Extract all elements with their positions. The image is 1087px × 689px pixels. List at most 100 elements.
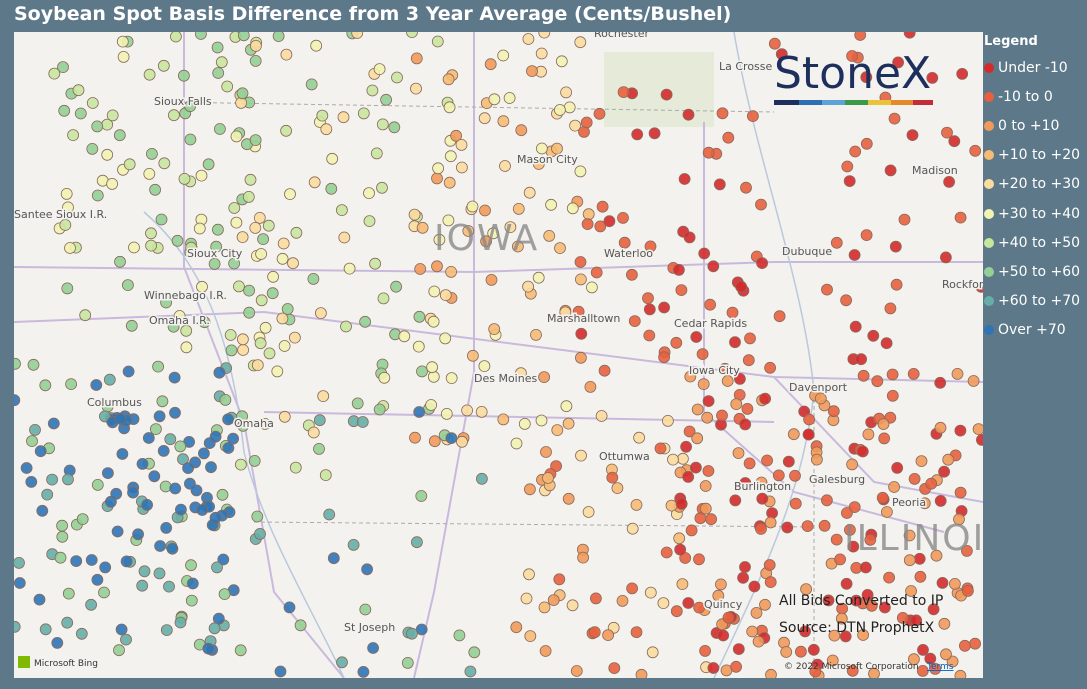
terms-link[interactable]: Terms [926,662,954,672]
elevator-dot [359,603,372,616]
elevator-dot [478,112,491,125]
elevator-dot [145,239,158,252]
elevator-dot [907,367,920,380]
elevator-dot [439,332,452,345]
map: Rochester La Crosse Sioux Falls Mason City W… [14,32,983,678]
elevator-dot [828,629,841,642]
elevator-dot [559,306,572,319]
place-label: Burlington [734,480,791,493]
elevator-dot [954,669,967,678]
elevator-dot [633,431,645,444]
elevator-dot [120,555,133,568]
elevator-dot [729,494,742,507]
elevator-dot [153,567,166,580]
elevator-dot [106,109,119,122]
elevator-dot [860,229,873,242]
elevator-dot [626,522,639,535]
elevator-dot [884,164,897,177]
elevator-dot [480,235,493,248]
elevator-dot [210,240,223,253]
elevator-dot [99,561,112,574]
elevator-dot [532,271,545,284]
elevator-dot [682,470,695,483]
elevator-dot [445,372,458,385]
elevator-dot [267,270,280,283]
elevator-dot [699,480,712,492]
elevator-dot [445,265,458,278]
logo: StoneX [774,48,933,105]
elevator-dot [551,424,564,437]
elevator-dot [518,417,531,430]
legend-item: +40 to +50 [984,228,1087,257]
elevator-dot [58,104,71,117]
elevator-dot [380,93,393,106]
elevator-dot [673,263,685,276]
elevator-dot [682,597,695,609]
elevator-dot [373,63,386,75]
elevator-dot [660,88,673,101]
elevator-dot [116,448,129,460]
elevator-dot [114,412,127,425]
elevator-dot [972,423,983,435]
elevator-dot [427,315,440,328]
elevator-dot [85,598,97,611]
elevator-dot [722,131,735,144]
elevator-dot [846,50,858,62]
elevator-dot [209,511,222,524]
elevator-dot [726,306,739,319]
elevator-dot [789,497,802,510]
elevator-dot [631,128,644,141]
elevator-dot [36,504,49,517]
elevator-dot [584,380,597,393]
elevator-dot [550,460,562,473]
elevator-dot [590,266,603,279]
elevator-dot [320,123,333,136]
elevator-dot [536,142,548,155]
elevator-dot [694,512,707,525]
elevator-dot [562,417,575,430]
elevator-dot [115,623,128,636]
elevator-dot [415,623,428,636]
elevator-dot [488,93,501,106]
elevator-dot [91,573,104,586]
elevator-dot [959,639,971,652]
elevator-dot [225,344,238,357]
elevator-dot [117,50,130,63]
elevator-dot [503,92,516,104]
elevator-dot [764,576,777,588]
elevator-dot [276,252,289,265]
elevator-dot [227,432,240,445]
elevator-dot [802,428,815,441]
elevator-dot [603,215,616,228]
elevator-dot [86,143,99,155]
elevator-dot [127,486,139,499]
elevator-dot [740,181,752,194]
elevator-dot [149,183,162,196]
elevator-dot [594,220,607,233]
elevator-dot [243,284,256,297]
elevator-dot [684,370,697,383]
elevator-dot [453,629,466,642]
elevator-dot [721,375,734,387]
elevator-dot [826,654,839,667]
elevator-dot [289,461,302,474]
elevator-dot [221,80,234,93]
elevator-dot [617,86,630,98]
elevator-dot [113,129,126,142]
elevator-dot [143,167,156,180]
elevator-dot [450,129,463,142]
elevator-dot [251,359,264,372]
elevator-dot [128,241,140,254]
elevator-dot [586,281,598,294]
elevator-dot [431,172,443,185]
elevator-dot [657,597,670,609]
elevator-dot [702,146,715,159]
elevator-dot [163,580,175,593]
elevator-dot [846,664,859,677]
elevator-dot [871,375,884,388]
elevator-dot [654,442,667,455]
elevator-dot [886,368,899,381]
elevator-dot [855,353,867,366]
elevator-dot [538,601,551,614]
